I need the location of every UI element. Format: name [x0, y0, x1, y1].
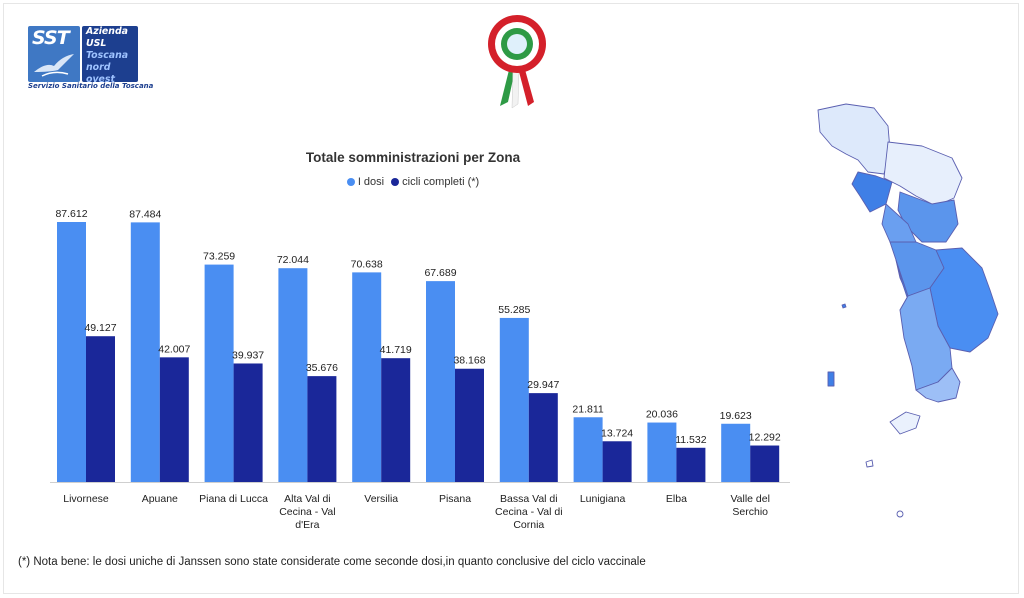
bar-full-cycle-8: [676, 447, 706, 482]
legend-swatch-full-cycle: [391, 178, 400, 186]
map-island-gorgona: [841, 303, 847, 309]
logo-line-2: USL: [86, 38, 107, 49]
bar-full-cycle-1: [159, 357, 189, 482]
data-label-full-cycle-0: 49.127: [84, 322, 116, 334]
chart-legend: I dosi cicli completi (*): [0, 176, 826, 189]
bar-first-dose-7: [573, 417, 603, 482]
logo-line-3: Toscana: [86, 50, 129, 61]
bar-first-dose-2: [204, 264, 234, 482]
data-label-full-cycle-6: 29.947: [527, 379, 559, 391]
bar-full-cycle-4: [381, 358, 411, 482]
map-zone-piana-lucca: [897, 191, 959, 243]
chart-title: Totale somministrazioni per Zona: [305, 150, 521, 165]
category-label-6-1: Cecina - Val di: [495, 506, 563, 518]
bar-full-cycle-0: [86, 336, 115, 482]
bar-first-dose-9: [721, 423, 751, 482]
tricolor-rosette-icon: [488, 15, 546, 109]
map-island-pianosa: [865, 459, 874, 468]
data-label-first-dose-8: 20.036: [646, 409, 678, 421]
legend-label-full-cycle: cicli completi (*): [402, 176, 480, 188]
category-label-6-0: Bassa Val di: [500, 493, 558, 505]
bar-first-dose-3: [278, 268, 308, 482]
seagull-icon: [34, 54, 74, 77]
data-label-full-cycle-4: 41.719: [380, 344, 412, 356]
page-frame: [3, 3, 1019, 594]
category-label-4-0: Versilia: [364, 493, 398, 505]
tuscany-north-west-map: [817, 103, 999, 518]
bar-full-cycle-6: [528, 393, 558, 482]
bar-first-dose-1: [130, 222, 160, 482]
category-label-8-0: Elba: [666, 493, 687, 505]
bar-first-dose-8: [647, 422, 677, 482]
bar-first-dose-0: [57, 222, 86, 482]
asl-logo: SST Azienda USL Toscana nord ovest Servi…: [28, 26, 153, 92]
data-label-first-dose-4: 70.638: [351, 258, 383, 270]
bar-full-cycle-7: [602, 441, 632, 482]
category-label-0-0: Livornese: [63, 493, 109, 505]
footnote: (*) Nota bene: le dosi uniche di Janssen…: [18, 556, 646, 568]
bar-full-cycle-3: [307, 376, 337, 482]
data-label-full-cycle-1: 42.007: [158, 343, 190, 355]
bar-full-cycle-5: [455, 368, 484, 482]
bar-full-cycle-9: [750, 445, 780, 482]
data-label-full-cycle-8: 11.532: [675, 434, 706, 446]
map-island-montecristo: [896, 510, 904, 518]
category-label-3-0: Alta Val di: [284, 493, 331, 505]
data-label-first-dose-0: 87.612: [55, 208, 87, 220]
logo-sst-text: SST: [32, 27, 70, 49]
logo-footer-text: Servizio Sanitario della Toscana: [28, 82, 154, 90]
data-label-full-cycle-7: 13.724: [601, 427, 633, 439]
bar-first-dose-5: [426, 281, 455, 482]
data-label-first-dose-6: 55.285: [498, 304, 530, 316]
data-label-full-cycle-9: 12.292: [749, 432, 781, 444]
category-label-9-0: Valle del: [730, 493, 770, 505]
logo-sst-block: SST: [28, 26, 80, 82]
legend-swatch-first-dose: [346, 178, 355, 186]
logo-text-block: Azienda USL Toscana nord ovest: [82, 26, 138, 85]
category-label-7-0: Lunigiana: [580, 493, 626, 505]
map-zone-lunigiana: [817, 103, 891, 175]
map-zone-alta-val-cecina: [929, 247, 999, 353]
category-label-1-0: Apuane: [142, 493, 178, 505]
data-label-first-dose-5: 67.689: [424, 267, 456, 279]
bar-chart: 87.612 49.127 Livornese 87.484 42.007 Apuane 7…: [50, 208, 790, 531]
category-label-9-1: Serchio: [732, 506, 768, 518]
category-label-3-2: d'Era: [295, 519, 319, 531]
map-island-capraia: [827, 371, 835, 387]
bar-full-cycle-2: [233, 363, 263, 482]
data-label-first-dose-1: 87.484: [129, 208, 161, 220]
data-label-first-dose-3: 72.044: [277, 254, 309, 266]
legend-item-full-cycle: cicli completi (*): [391, 176, 479, 188]
map-zone-valle-serchio: [883, 141, 963, 207]
category-label-5-0: Pisana: [439, 493, 471, 505]
map-zone-elba-channel: [915, 367, 961, 403]
bar-first-dose-6: [499, 317, 529, 482]
data-label-full-cycle-3: 35.676: [306, 362, 338, 374]
category-label-2-0: Piana di Lucca: [199, 493, 268, 505]
data-label-full-cycle-5: 38.168: [453, 355, 485, 367]
category-label-3-1: Cecina - Val: [279, 506, 335, 518]
legend-label-first-dose: I dosi: [357, 176, 385, 188]
data-label-first-dose-7: 21.811: [572, 403, 603, 415]
bar-first-dose-4: [352, 272, 382, 482]
data-label-first-dose-2: 73.259: [203, 251, 235, 263]
map-zone-elba: [889, 411, 921, 435]
legend-item-first-dose: I dosi: [346, 176, 385, 188]
logo-line-4: nord ovest: [86, 62, 115, 85]
data-label-first-dose-9: 19.623: [720, 410, 752, 422]
logo-line-1: Azienda: [86, 26, 128, 37]
data-label-full-cycle-2: 39.937: [232, 349, 264, 361]
category-label-6-2: Cornia: [513, 519, 544, 531]
map-zone-apuane: [851, 171, 893, 213]
